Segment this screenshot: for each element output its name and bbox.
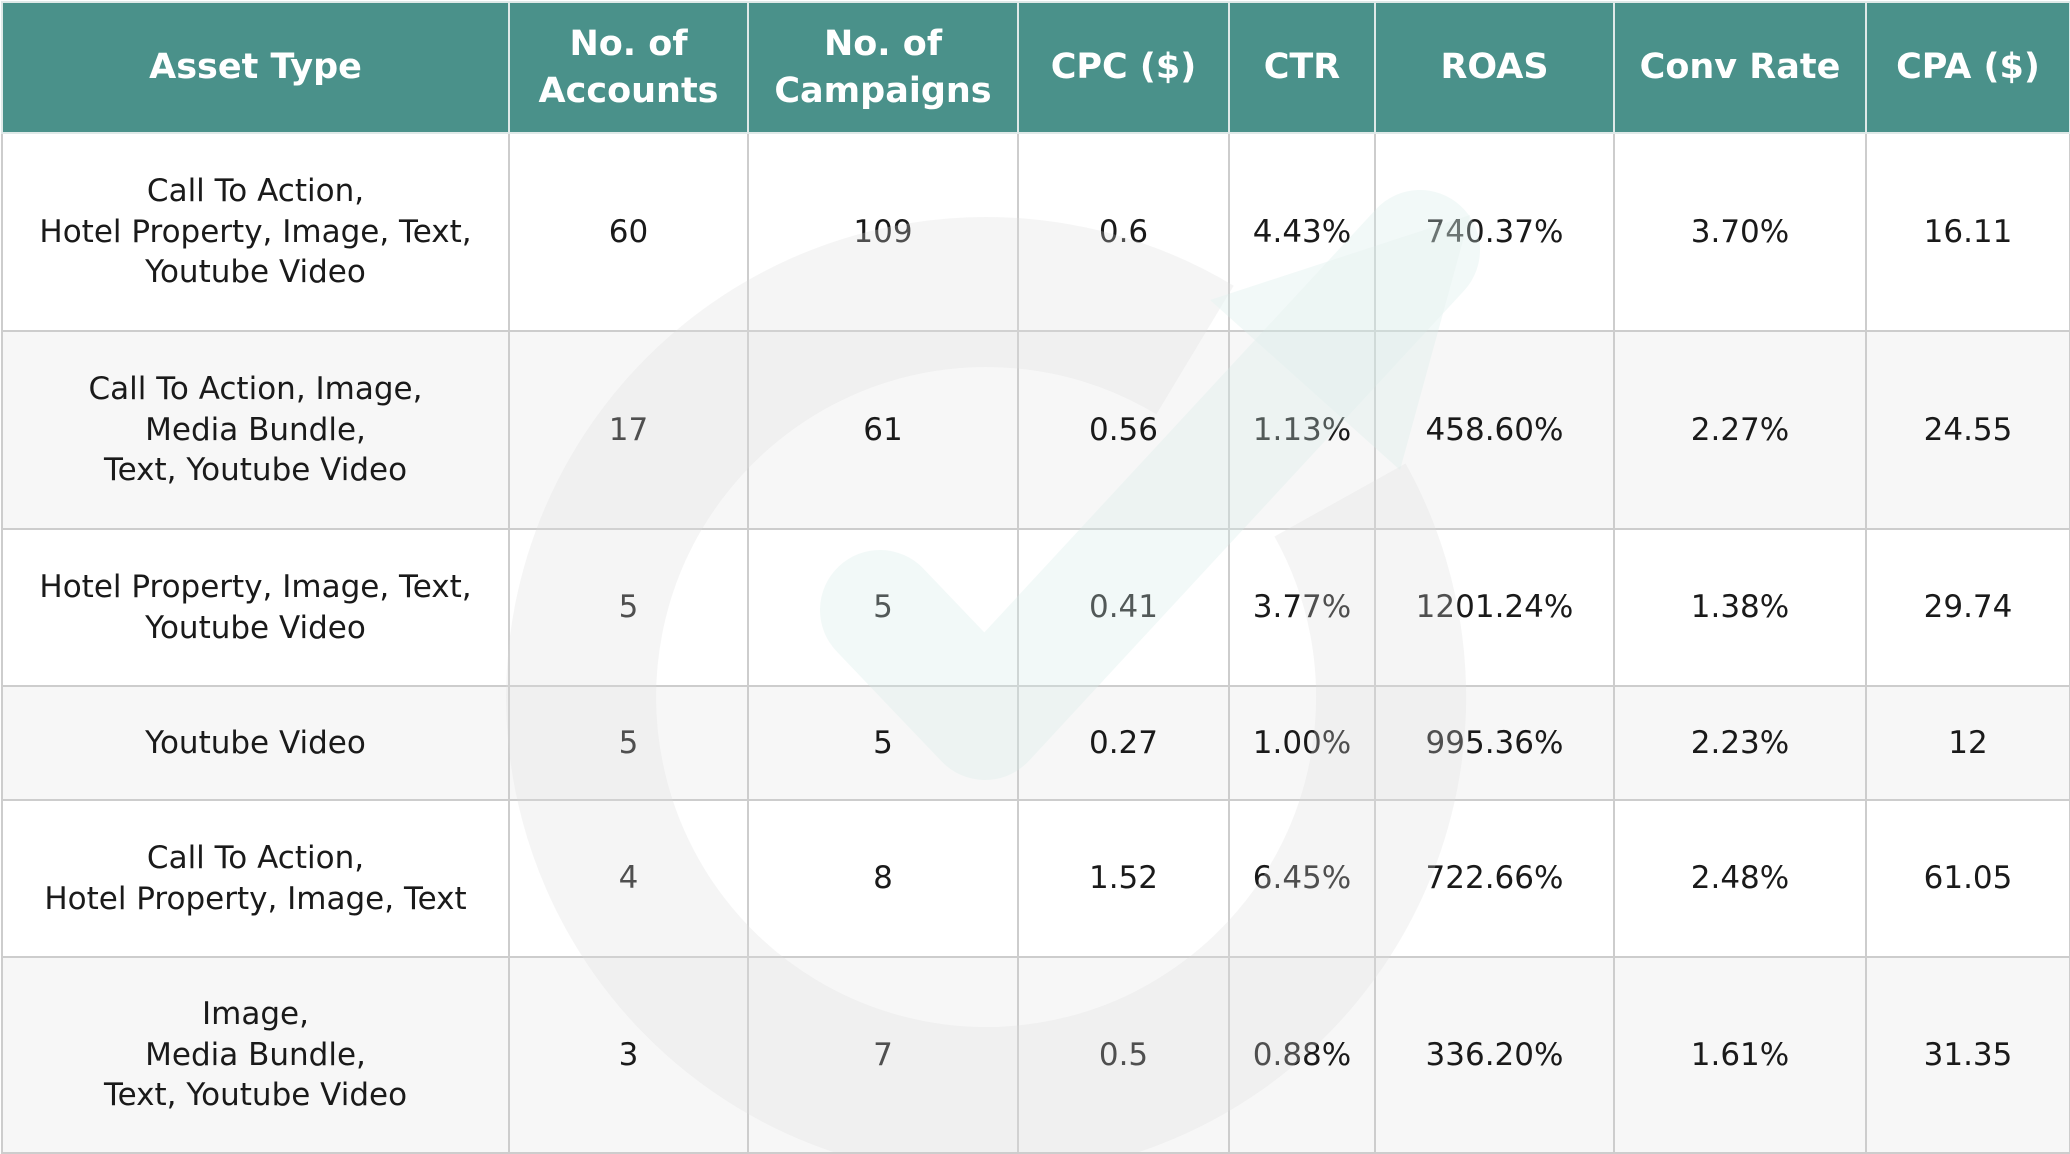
cell-campaigns: 7: [747, 956, 1019, 1154]
cell-roas: 995.36%: [1374, 685, 1615, 801]
cell-ctr: 1.13%: [1228, 330, 1376, 530]
cell-asset-type: Call To Action, Hotel Property, Image, Te…: [1, 132, 510, 332]
cell-campaigns: 8: [747, 799, 1019, 958]
cell-asset-type: Call To Action, Image, Media Bundle, Text,…: [1, 330, 510, 530]
asset-type-text: Hotel Property, Image, Text,: [39, 568, 472, 605]
asset-type-text: Text, Youtube Video: [103, 1077, 408, 1114]
table-header-row: Asset Type No. of Accounts No. of Campaigns C…: [1, 1, 2070, 134]
cell-accounts: 5: [508, 685, 749, 801]
cell-cpc: 0.27: [1017, 685, 1230, 801]
table-row: Hotel Property, Image, Text, Youtube Vide…: [1, 528, 2070, 687]
asset-type-text: Youtube Video: [145, 609, 366, 646]
cell-cpa: 29.74: [1865, 528, 2070, 687]
asset-type-text: Hotel Property, Image, Text: [44, 880, 467, 917]
asset-type-text: Text, Youtube Video: [103, 452, 408, 489]
column-header-conv-rate: Conv Rate: [1613, 1, 1867, 134]
cell-asset-type: Call To Action, Hotel Property, Image, Te…: [1, 799, 510, 958]
cell-conv-rate: 3.70%: [1613, 132, 1867, 332]
asset-type-text: Call To Action, Image,: [88, 370, 423, 407]
column-header-text: CTR: [1263, 47, 1341, 88]
column-header-text: Conv Rate: [1639, 47, 1841, 88]
table-row: Image, Media Bundle, Text, Youtube Video 3 7…: [1, 956, 2070, 1154]
cell-cpc: 0.6: [1017, 132, 1230, 332]
column-header-text: Accounts: [538, 70, 719, 111]
cell-asset-type: Hotel Property, Image, Text, Youtube Vide…: [1, 528, 510, 687]
cell-roas: 722.66%: [1374, 799, 1615, 958]
column-header-text: CPA ($): [1896, 47, 2040, 88]
column-header-cpc: CPC ($): [1017, 1, 1230, 134]
table-row: Youtube Video 5 5 0.27 1.00% 995.36% 2.23% 12: [1, 685, 2070, 801]
cell-campaigns: 5: [747, 528, 1019, 687]
cell-accounts: 60: [508, 132, 749, 332]
column-header-text: No. of: [823, 24, 943, 65]
cell-cpc: 1.52: [1017, 799, 1230, 958]
cell-campaigns: 109: [747, 132, 1019, 332]
column-header-text: Campaigns: [774, 70, 992, 111]
cell-cpc: 0.41: [1017, 528, 1230, 687]
cell-roas: 1201.24%: [1374, 528, 1615, 687]
cell-cpa: 24.55: [1865, 330, 2070, 530]
cell-campaigns: 5: [747, 685, 1019, 801]
column-header-roas: ROAS: [1374, 1, 1615, 134]
cell-conv-rate: 1.38%: [1613, 528, 1867, 687]
cell-asset-type: Youtube Video: [1, 685, 510, 801]
cell-asset-type: Image, Media Bundle, Text, Youtube Video: [1, 956, 510, 1154]
cell-cpa: 31.35: [1865, 956, 2070, 1154]
cell-cpa: 16.11: [1865, 132, 2070, 332]
cell-cpa: 61.05: [1865, 799, 2070, 958]
table-row: Call To Action, Image, Media Bundle, Text,…: [1, 330, 2070, 530]
column-header-cpa: CPA ($): [1865, 1, 2070, 134]
cell-roas: 336.20%: [1374, 956, 1615, 1154]
cell-ctr: 6.45%: [1228, 799, 1376, 958]
table-row: Call To Action, Hotel Property, Image, Te…: [1, 132, 2070, 332]
cell-conv-rate: 1.61%: [1613, 956, 1867, 1154]
cell-conv-rate: 2.23%: [1613, 685, 1867, 801]
asset-type-text: Call To Action,: [146, 172, 365, 209]
cell-roas: 458.60%: [1374, 330, 1615, 530]
cell-conv-rate: 2.27%: [1613, 330, 1867, 530]
cell-accounts: 3: [508, 956, 749, 1154]
asset-type-text: Youtube Video: [145, 254, 366, 291]
cell-accounts: 5: [508, 528, 749, 687]
cell-cpa: 12: [1865, 685, 2070, 801]
cell-ctr: 3.77%: [1228, 528, 1376, 687]
cell-accounts: 4: [508, 799, 749, 958]
asset-type-text: Youtube Video: [145, 724, 366, 761]
column-header-text: CPC ($): [1050, 47, 1197, 88]
column-header-accounts: No. of Accounts: [508, 1, 749, 134]
cell-accounts: 17: [508, 330, 749, 530]
asset-type-text: Call To Action,: [146, 839, 365, 876]
column-header-asset-type: Asset Type: [1, 1, 510, 134]
asset-type-text: Media Bundle,: [145, 1036, 366, 1073]
cell-roas: 740.37%: [1374, 132, 1615, 332]
cell-cpc: 0.56: [1017, 330, 1230, 530]
cell-campaigns: 61: [747, 330, 1019, 530]
cell-ctr: 1.00%: [1228, 685, 1376, 801]
column-header-campaigns: No. of Campaigns: [747, 1, 1019, 134]
cell-ctr: 4.43%: [1228, 132, 1376, 332]
column-header-text: No. of: [569, 24, 688, 65]
table-row: Call To Action, Hotel Property, Image, Te…: [1, 799, 2070, 958]
cell-cpc: 0.5: [1017, 956, 1230, 1154]
table-body: Call To Action, Hotel Property, Image, Te…: [1, 132, 2070, 1154]
column-header-ctr: CTR: [1228, 1, 1376, 134]
asset-type-text: Media Bundle,: [145, 411, 366, 448]
asset-type-text: Hotel Property, Image, Text,: [39, 213, 472, 250]
cell-ctr: 0.88%: [1228, 956, 1376, 1154]
asset-type-text: Image,: [202, 995, 309, 1032]
column-header-text: Asset Type: [149, 47, 362, 88]
cell-conv-rate: 2.48%: [1613, 799, 1867, 958]
column-header-text: ROAS: [1440, 47, 1549, 88]
